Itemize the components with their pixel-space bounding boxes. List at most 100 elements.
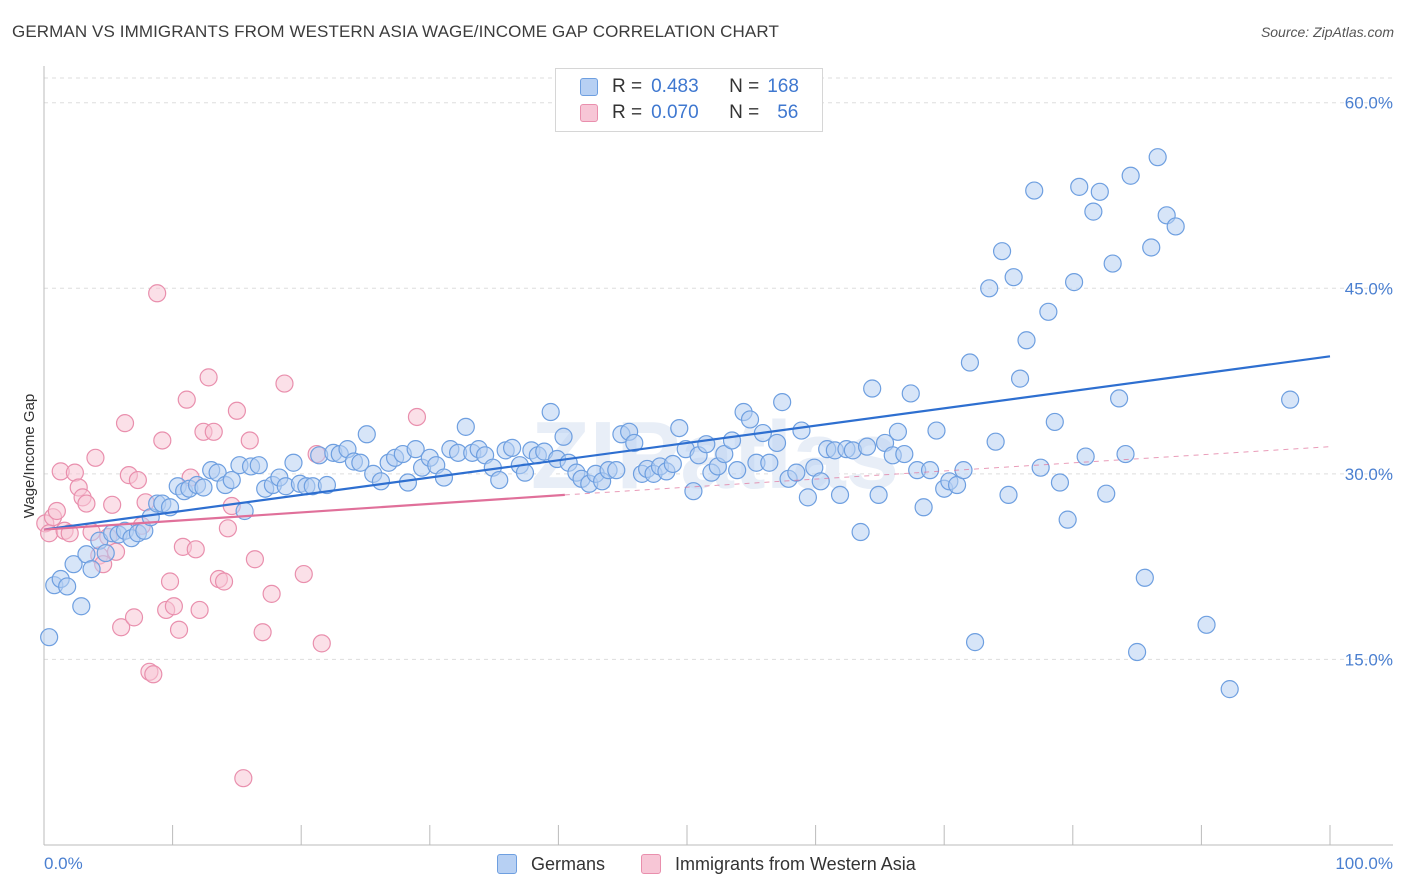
western-asia-point: [253, 623, 272, 642]
source-label: Source: ZipAtlas.com: [1260, 24, 1394, 40]
germans-point: [284, 453, 303, 472]
germans-point: [863, 379, 882, 398]
germans-point: [398, 473, 418, 492]
germans-point: [1166, 217, 1185, 236]
germans-point: [541, 402, 560, 422]
germans-point: [64, 555, 83, 574]
germans-point: [357, 425, 376, 444]
germans-point: [1039, 302, 1058, 321]
germans-point: [194, 478, 213, 497]
germans-point: [888, 422, 908, 441]
germans-point: [722, 431, 742, 450]
germans-point: [728, 461, 747, 480]
western-asia-point: [275, 374, 294, 393]
germans-point: [811, 472, 830, 491]
germans-point: [986, 432, 1005, 451]
germans-point: [1116, 444, 1135, 464]
germans-point: [1090, 182, 1109, 201]
gridlines: [44, 77, 1393, 660]
germans-point: [1045, 412, 1064, 432]
western-asia-point: [227, 401, 246, 420]
germans-point: [792, 421, 811, 440]
germans-point: [1121, 166, 1140, 185]
germans-point: [96, 543, 115, 563]
western-asia-point: [214, 572, 234, 591]
germans-point: [965, 633, 985, 652]
western-asia-point: [294, 564, 313, 584]
western-asia-point: [153, 431, 172, 450]
western-asia-point: [234, 769, 253, 788]
western-asia-point: [262, 584, 281, 603]
germans-point: [1148, 148, 1167, 167]
western-asia-point: [199, 368, 218, 387]
germans-point: [1064, 273, 1084, 292]
bottom-legend-western-asia: Immigrants from Western Asia: [641, 851, 916, 877]
y-tick-label: 30.0%: [1345, 465, 1393, 484]
y-tick-label: 60.0%: [1345, 94, 1393, 113]
germans-point: [625, 433, 644, 453]
pink-series-points: [36, 284, 427, 788]
germans-point: [999, 485, 1018, 505]
germans-point: [760, 453, 779, 472]
bottom-legend-label: Immigrants from Western Asia: [675, 853, 916, 874]
germans-point: [58, 577, 77, 596]
legend-r-label: R =: [612, 102, 643, 123]
chart-title: GERMAN VS IMMIGRANTS FROM WESTERN ASIA W…: [12, 22, 779, 41]
bottom-legend-germans: Germans: [497, 851, 605, 877]
germans-point: [927, 421, 946, 440]
germans-point: [1070, 177, 1089, 196]
germans-point: [249, 456, 268, 475]
germans-point: [503, 438, 522, 457]
western-asia-trend-line: [43, 493, 565, 531]
western-asia-point: [86, 448, 105, 467]
germans-point: [663, 454, 682, 474]
legend-n-value: 168: [767, 76, 799, 97]
germans-point: [317, 475, 337, 495]
germans-point: [1076, 447, 1095, 466]
germans-point: [1084, 202, 1103, 221]
germans-point: [515, 463, 535, 482]
bottom-legend-label: Germans: [531, 853, 606, 874]
western-asia-point: [204, 422, 223, 441]
y-axis-label: Wage/Income Gap: [21, 394, 38, 519]
germans-point: [869, 485, 888, 505]
germans-point: [992, 242, 1012, 261]
x-tick-label-max: 100.0%: [1335, 854, 1393, 873]
western-asia-point: [148, 284, 167, 303]
bottom-legend-swatch-pink: [641, 854, 661, 874]
x-tick-label-min: 0.0%: [44, 854, 83, 873]
legend-r-value: 0.483: [651, 76, 699, 97]
western-asia-point: [65, 463, 84, 482]
germans-point: [851, 522, 870, 542]
germans-point: [351, 453, 370, 472]
western-asia-point: [103, 495, 122, 514]
germans-point: [607, 461, 626, 480]
germans-point: [1197, 615, 1216, 634]
germans-point: [1025, 181, 1044, 200]
axes: [43, 66, 1393, 846]
western-asia-point: [312, 634, 331, 653]
western-asia-point: [115, 414, 135, 433]
germans-point: [920, 461, 940, 480]
germans-trend-line: [43, 355, 1331, 531]
western-asia-point: [186, 540, 205, 559]
western-asia-point: [124, 608, 144, 627]
western-asia-point: [218, 519, 237, 538]
western-asia-point: [177, 390, 196, 409]
germans-point: [715, 444, 734, 464]
western-asia-point: [169, 620, 189, 639]
germans-point: [895, 444, 914, 464]
germans-point: [1135, 568, 1154, 587]
germans-point: [1281, 390, 1300, 409]
germans-point: [767, 433, 787, 453]
germans-point: [490, 470, 509, 490]
germans-point: [857, 437, 877, 456]
correlation-legend: R = 0.483 N = 168 R = 0.070 N = 56: [555, 68, 823, 132]
germans-point: [40, 628, 59, 647]
germans-point: [82, 560, 101, 579]
germans-point: [1127, 642, 1147, 662]
western-asia-point: [190, 600, 209, 620]
germans-point: [960, 353, 980, 372]
germans-point: [670, 418, 689, 438]
germans-point: [456, 417, 475, 436]
